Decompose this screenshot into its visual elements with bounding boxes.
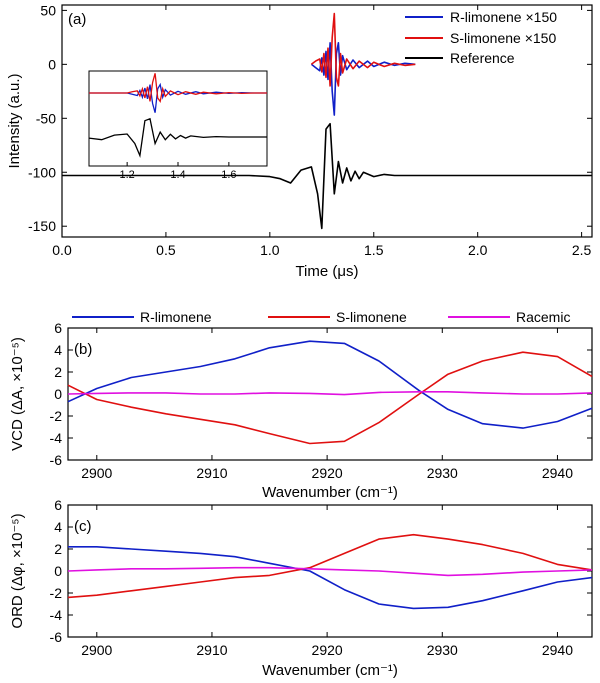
y-tick-label: 4: [54, 342, 62, 358]
x-tick-label: 2900: [81, 465, 112, 481]
y-tick-label: -50: [36, 110, 56, 126]
x-tick-label: 2910: [196, 465, 227, 481]
inset-series-line-r: [89, 82, 267, 113]
y-tick-label: -6: [50, 629, 63, 645]
series-line-s: [67, 351, 593, 445]
x-tick-label: 2940: [542, 642, 573, 658]
inset-frame: [88, 70, 268, 167]
y-tick-label: -2: [50, 585, 63, 601]
y-tick-label: 6: [54, 497, 62, 513]
x-tick-label: 2920: [312, 465, 343, 481]
y-tick-label: -150: [28, 218, 56, 234]
series-line-r: [68, 545, 593, 610]
inset-series-line-s: [89, 73, 267, 103]
y-axis-label-c: ORD (Δφ, ×10⁻⁵): [9, 513, 26, 628]
inset-x-tick-label: 1.4: [170, 169, 185, 181]
y-tick-label: 2: [54, 364, 62, 380]
inset-x-tick-label: 1.2: [119, 169, 134, 181]
x-axis-label-a: Time (μs): [295, 263, 358, 280]
x-tick-label: 0.5: [156, 242, 176, 258]
axis-ticks-c: 2900 2910 2920 2930 2940 6 4 2 0 -2 -4 -6: [50, 497, 592, 658]
y-tick-label: -2: [50, 408, 63, 424]
series-line-r: [310, 41, 416, 116]
series-line-r: [67, 340, 593, 429]
y-tick-label: -6: [50, 452, 63, 468]
x-tick-label: 2920: [312, 642, 343, 658]
y-tick-label: -4: [50, 430, 63, 446]
series-group-c: [67, 533, 593, 610]
series-group-b: [67, 340, 593, 445]
legend-label-r: R-limonene ×150: [450, 9, 557, 25]
legend-label-ref: Reference: [450, 50, 515, 66]
legend-label-b-rac: Racemic: [516, 309, 570, 325]
series-line-rac: [67, 390, 593, 396]
legend-a: R-limonene ×150 S-limonene ×150 Referenc…: [405, 9, 557, 66]
y-tick-label: 6: [54, 320, 62, 336]
panel-label-b: (b): [74, 341, 92, 358]
x-tick-label: 2930: [427, 642, 458, 658]
y-tick-label: 50: [40, 2, 56, 18]
inset-chart: 1.2 1.4 1.6: [88, 70, 268, 181]
inset-series-group: [88, 73, 267, 159]
series-line-s: [67, 533, 593, 599]
series-line-rac: [67, 566, 593, 577]
y-tick-label: 0: [54, 563, 62, 579]
plot-frame-a: [61, 4, 593, 238]
x-tick-label: 1.5: [364, 242, 384, 258]
legend-label-s: S-limonene ×150: [450, 30, 556, 46]
series-line-ref: [62, 122, 592, 230]
legend-label-b-r: R-limonene: [140, 309, 212, 325]
plot-frame-c: [67, 504, 593, 638]
y-axis-label-a: Intensity (a.u.): [6, 73, 23, 168]
x-tick-label: 1.0: [260, 242, 280, 258]
x-tick-label: 2930: [427, 465, 458, 481]
y-tick-label: -100: [28, 164, 56, 180]
axis-ticks-b: 2900 2910 2920 2930 2940 6 4 2 0 -2 -4 -6: [50, 320, 592, 481]
series-group-a: [62, 12, 592, 230]
panel-c-chart: 2900 2910 2920 2930 2940 6 4 2 0 -2 -4 -6 (c) ORD (…: [9, 497, 593, 679]
x-tick-label: 2910: [196, 642, 227, 658]
x-tick-label: 2.0: [468, 242, 488, 258]
series-line-s: [310, 12, 416, 87]
y-tick-label: 4: [54, 519, 62, 535]
x-axis-label-b: Wavenumber (cm⁻¹): [262, 484, 398, 501]
legend-label-b-s: S-limonene: [336, 309, 407, 325]
x-tick-label: 2.5: [572, 242, 592, 258]
y-tick-label: -4: [50, 607, 63, 623]
y-axis-label-b: VCD (ΔA, ×10⁻⁵): [9, 337, 26, 451]
inset-axis-ticks: 1.2 1.4 1.6: [119, 162, 237, 181]
panel-a-chart: 0.0 0.5 1.0 1.5 2.0 2.5 50 0 -50 -100 -150 (a) Int…: [6, 2, 593, 280]
panel-label-c: (c): [74, 518, 92, 535]
y-tick-label: 0: [54, 386, 62, 402]
inset-x-tick-label: 1.6: [221, 169, 236, 181]
x-axis-label-c: Wavenumber (cm⁻¹): [262, 662, 398, 679]
x-tick-label: 2900: [81, 642, 112, 658]
y-tick-label: 2: [54, 541, 62, 557]
panel-b-chart: R-limonene S-limonene Racemic 2900 2910 29…: [9, 309, 593, 501]
inset-series-line-ref: [88, 117, 267, 159]
x-tick-label: 0.0: [52, 242, 72, 258]
axis-ticks-a: 0.0 0.5 1.0 1.5 2.0 2.5 50 0 -50 -100 -150: [28, 2, 592, 258]
x-tick-label: 2940: [542, 465, 573, 481]
panel-label-a: (a): [68, 11, 86, 28]
y-tick-label: 0: [48, 56, 56, 72]
